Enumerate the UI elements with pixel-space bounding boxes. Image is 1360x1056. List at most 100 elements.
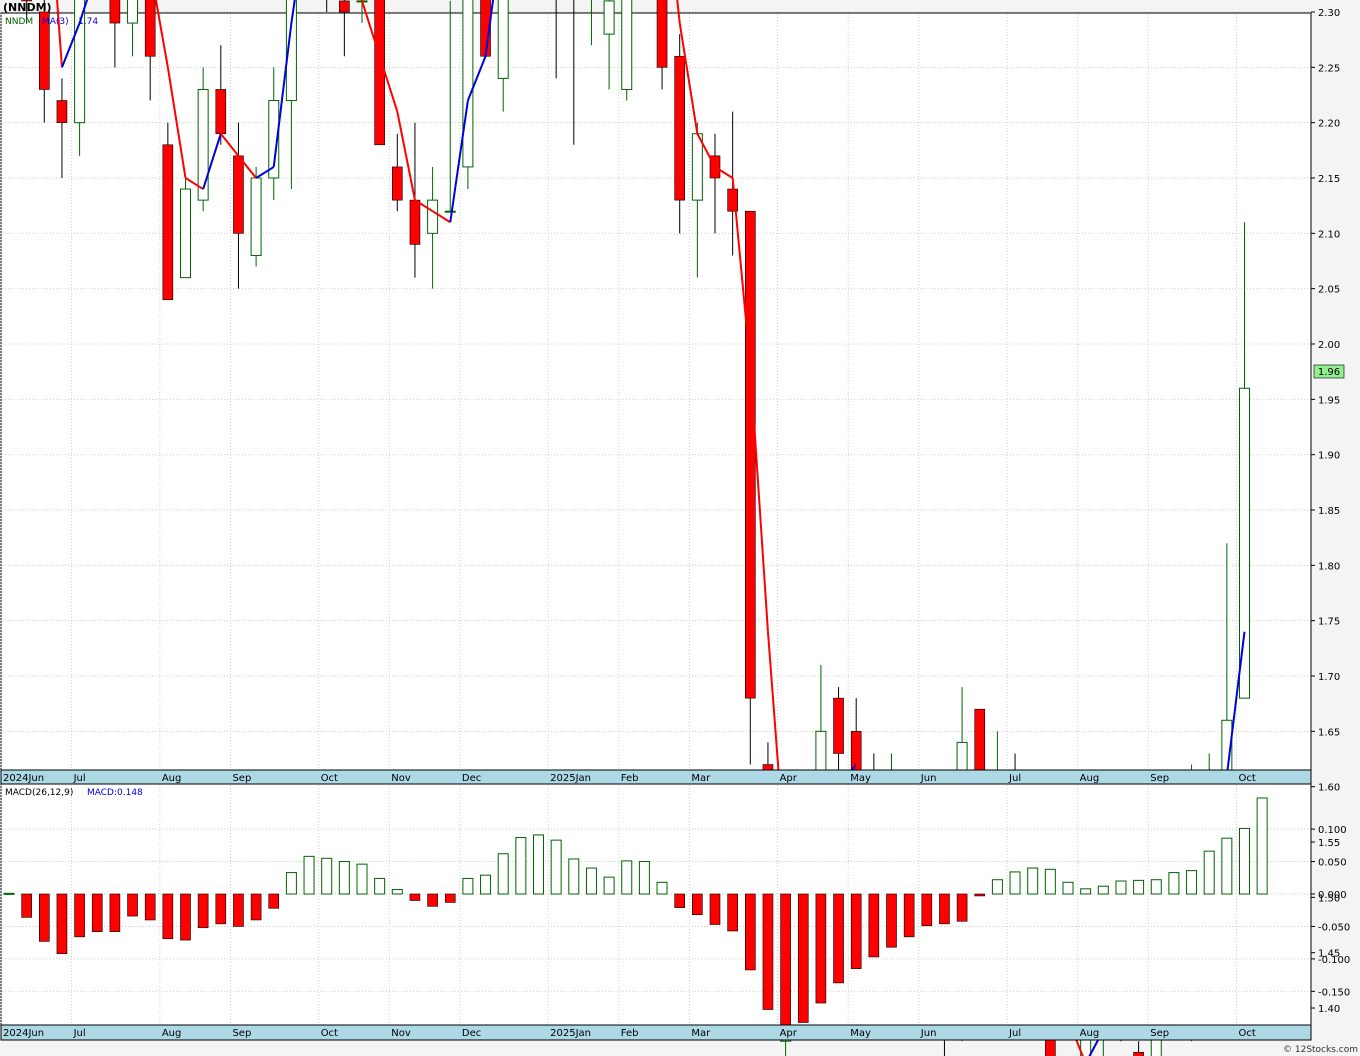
- macd-bar-positive: [391, 888, 403, 895]
- price-x-axis: 2024Jun Jul Aug Sep Oct Nov Dec 2025Jan Feb Mar Ap…: [3, 773, 1256, 784]
- macd-bar-negative: [215, 893, 227, 925]
- candle-body-up: [462, 0, 474, 168]
- macd-y-tick-label: 0.000: [1318, 890, 1347, 901]
- price-x-tick-label: Oct: [321, 773, 338, 784]
- price-x-tick-label: Feb: [621, 773, 639, 784]
- legend-ma-label: MA(3): [42, 17, 69, 27]
- ma-segment: [731, 177, 752, 367]
- macd-bar-negative: [939, 893, 950, 925]
- ma-segment: [290, 0, 296, 24]
- price-x-tick-label: Nov: [391, 773, 411, 784]
- macd-x-tick-label: Nov: [391, 1028, 411, 1039]
- macd-bar-positive: [285, 872, 297, 895]
- candle: [180, 177, 191, 279]
- macd-bar-negative: [21, 893, 32, 918]
- candle: [109, 0, 121, 68]
- price-y-tick-label: 1.80: [1318, 561, 1340, 572]
- price-x-tick-label: Mar: [691, 773, 711, 784]
- candle: [444, 0, 456, 213]
- macd-bar-positive: [1168, 872, 1180, 895]
- candle: [127, 0, 139, 57]
- price-x-tick-label: Jun: [920, 773, 937, 784]
- macd-bar-negative: [744, 893, 756, 971]
- candle-body-up: [127, 0, 139, 24]
- candle-body-down: [215, 89, 227, 135]
- ma-segment: [396, 111, 416, 201]
- macd-x-tick-label: May: [850, 1028, 871, 1039]
- macd-bar-negative: [780, 893, 791, 1026]
- price-x-tick-label: Dec: [462, 773, 481, 784]
- candle-body-up: [268, 100, 280, 179]
- candle-body-up: [603, 0, 615, 35]
- candle-body-up: [197, 88, 209, 201]
- candle-body-up: [444, 210, 456, 213]
- candle-body-up: [621, 0, 633, 90]
- ma-segment: [220, 133, 240, 157]
- candle-body-down: [21, 0, 32, 2]
- candle: [38, 0, 50, 123]
- candle-body-up: [74, 0, 86, 124]
- macd-bar-positive: [1221, 837, 1233, 895]
- macd-bar-negative: [815, 893, 827, 1004]
- candle-body-down: [109, 0, 121, 24]
- price-panel: [0, 12, 1312, 785]
- macd-bar-positive: [1133, 879, 1145, 895]
- candle-body-down: [674, 55, 686, 201]
- macd-bar-negative: [409, 893, 421, 901]
- macd-bar-negative: [833, 893, 844, 984]
- macd-y-tick-label: 0.050: [1318, 858, 1347, 869]
- macd-bar-positive: [1186, 870, 1198, 895]
- macd-bar-negative: [903, 893, 915, 938]
- last-price-tag: 1.96: [1318, 367, 1340, 378]
- ma-segment: [361, 0, 381, 57]
- price-y-tick-label: 1.45: [1318, 949, 1340, 960]
- macd-bar-positive: [497, 853, 509, 895]
- price-y-tick-label: 2.10: [1318, 229, 1340, 240]
- macd-legend-value: MACD:0.148: [87, 788, 143, 798]
- candle: [268, 67, 280, 201]
- macd-bar-negative: [797, 893, 809, 1023]
- ma-segment: [237, 155, 257, 179]
- macd-bar-positive: [338, 861, 350, 895]
- ma-segment: [202, 133, 222, 190]
- price-y-tick-label: 2.00: [1318, 340, 1340, 351]
- macd-bar-negative: [692, 893, 703, 916]
- candle-body-down: [727, 188, 738, 212]
- candle-body-up: [497, 0, 509, 79]
- macd-bar-negative: [109, 893, 121, 932]
- candle: [744, 210, 756, 765]
- macd-bar-negative: [197, 893, 209, 929]
- ma-segment: [272, 22, 293, 168]
- candle: [144, 0, 156, 101]
- candle-body-down: [391, 166, 403, 201]
- candle: [590, 0, 592, 46]
- macd-bar-positive: [1080, 888, 1092, 895]
- macd-bar-negative: [250, 893, 262, 921]
- macd-bar-negative: [762, 893, 774, 1010]
- macd-x-tick-label: Jul: [73, 1028, 86, 1039]
- macd-bar-negative: [974, 893, 986, 897]
- macd-bar-positive: [1150, 879, 1162, 895]
- price-y-tick-label: 2.05: [1318, 285, 1340, 296]
- macd-bar-positive: [1044, 868, 1056, 895]
- price-x-tick-label: Jul: [1008, 773, 1021, 784]
- candle: [391, 133, 403, 212]
- price-y-tick-label: 1.70: [1318, 672, 1340, 683]
- candle: [1133, 1041, 1144, 1056]
- candle: [56, 78, 68, 178]
- candle: [621, 0, 633, 101]
- price-x-tick-label: Sep: [1150, 773, 1169, 784]
- macd-bar-negative: [91, 893, 103, 932]
- candle: [74, 0, 86, 156]
- candle: [497, 0, 509, 112]
- candle-body-down: [162, 144, 174, 301]
- price-x-tick-label: 2025Jan: [550, 773, 591, 784]
- price-x-axis-bar: [0, 769, 1312, 785]
- macd-bar-negative: [427, 893, 438, 907]
- macd-x-axis-bar: [0, 1024, 1312, 1041]
- macd-bar-positive: [515, 837, 527, 895]
- candle-body-up: [691, 133, 703, 201]
- macd-bar-positive: [303, 855, 315, 895]
- macd-bar-positive: [656, 881, 668, 895]
- candle-body-down: [144, 0, 156, 57]
